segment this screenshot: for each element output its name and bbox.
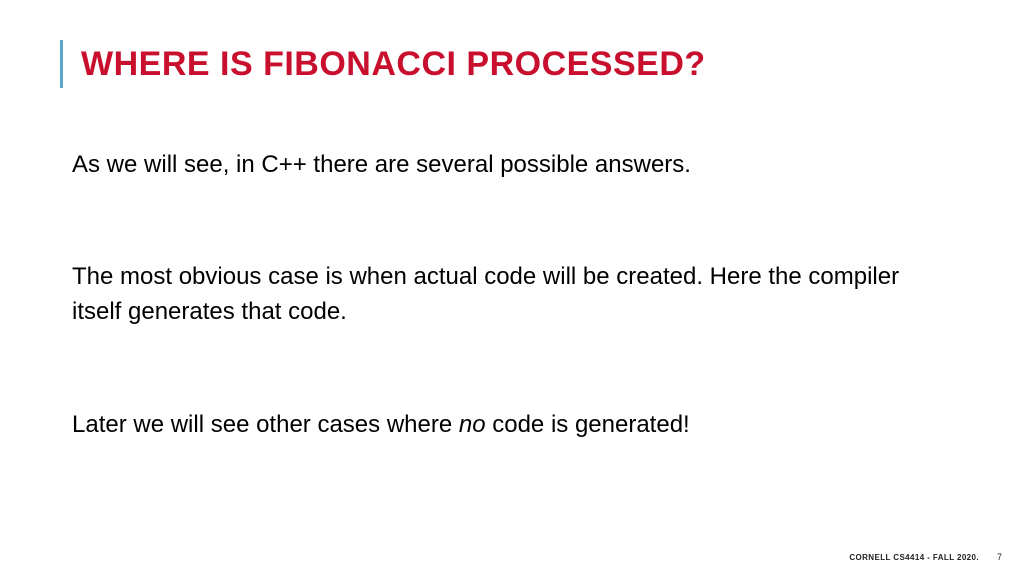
title-block: WHERE IS FIBONACCI PROCESSED? — [60, 40, 706, 88]
paragraph-3-part-b: code is generated! — [486, 411, 690, 438]
paragraph-3: Later we will see other cases where no c… — [72, 408, 944, 443]
paragraph-1: As we will see, in C++ there are several… — [72, 148, 944, 183]
paragraph-2: The most obvious case is when actual cod… — [72, 260, 944, 330]
paragraph-3-emphasis: no — [459, 411, 486, 438]
page-number: 7 — [997, 552, 1002, 562]
paragraph-3-part-a: Later we will see other cases where — [72, 411, 459, 438]
footer-course: CORNELL CS4414 - FALL 2020. — [849, 553, 979, 562]
footer: CORNELL CS4414 - FALL 2020. 7 — [849, 552, 1002, 562]
slide-title: WHERE IS FIBONACCI PROCESSED? — [81, 45, 706, 84]
accent-bar — [60, 40, 63, 88]
